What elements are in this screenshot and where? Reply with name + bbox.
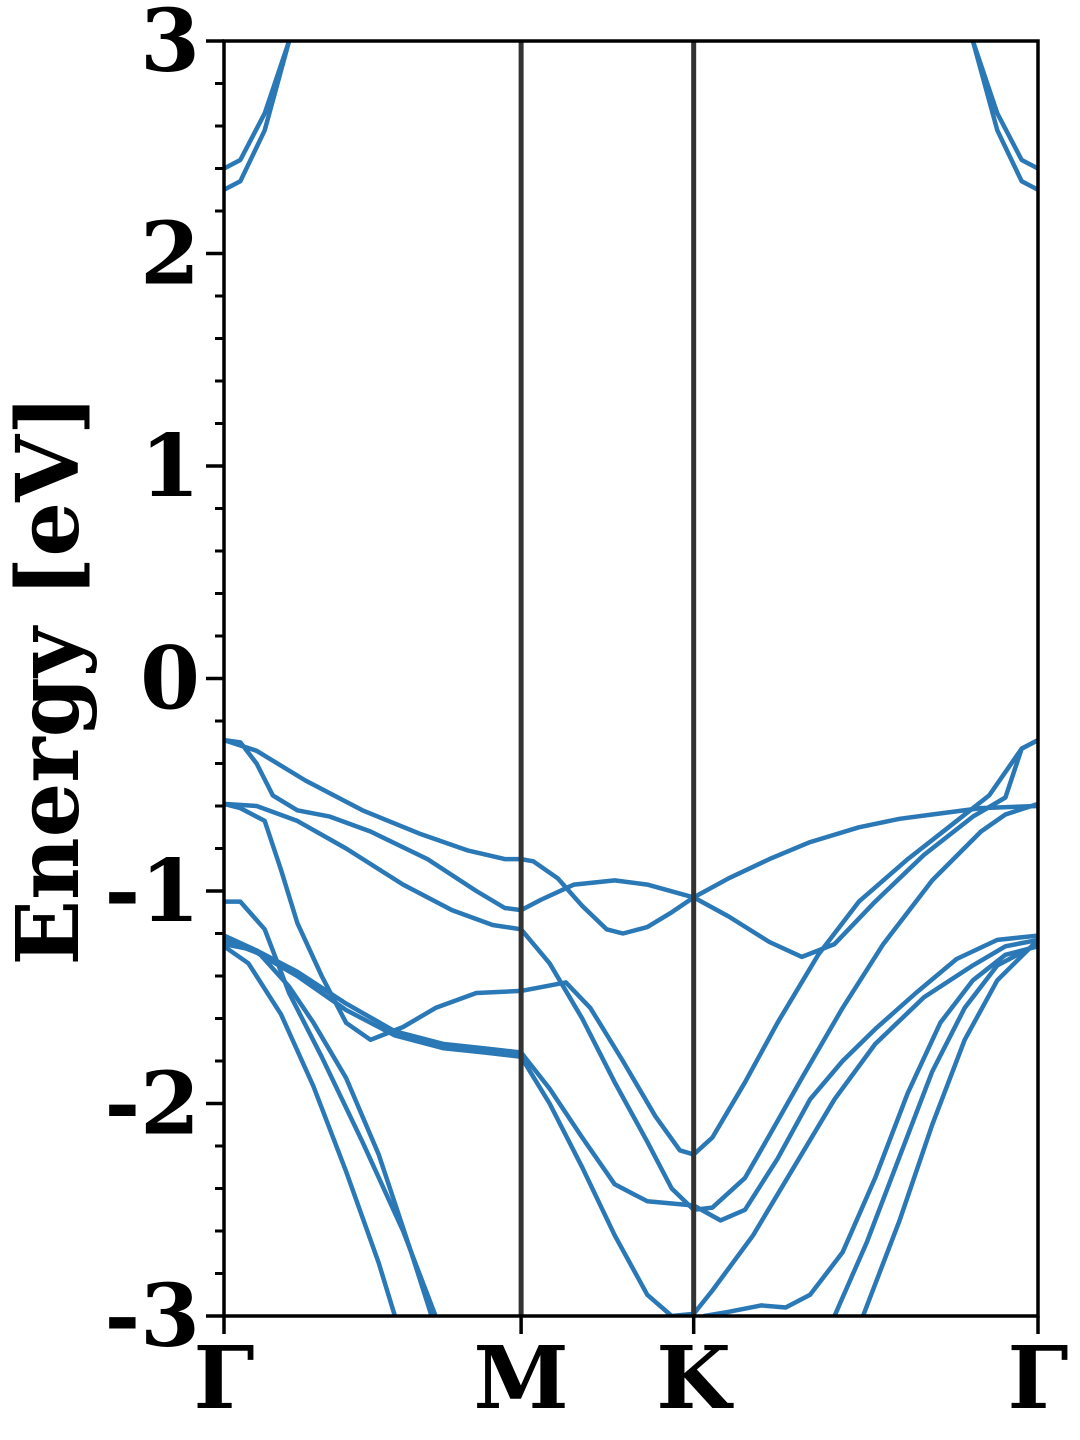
band-line-9 — [224, 899, 438, 1316]
x-tick-label-Γ: Γ — [193, 1328, 254, 1429]
y-tick-label: -2 — [104, 1054, 200, 1155]
band-line-16 — [860, 937, 1038, 1316]
band-line-3 — [970, 41, 1038, 193]
y-axis-title: Energy [eV] — [0, 395, 99, 966]
plot-frame — [222, 39, 1040, 1318]
plot-layer: -3 -2 -1 0 1 2 3 Γ M K Γ — [104, 0, 1068, 1429]
y-tick-label: 2 — [140, 204, 200, 305]
band-line-14 — [702, 944, 1038, 1316]
band-line-11 — [224, 937, 1038, 1316]
band-line-1 — [224, 41, 292, 193]
band-line-12 — [224, 941, 434, 1316]
band-line-10 — [224, 933, 1038, 1223]
y-tick-label: 3 — [140, 0, 200, 92]
x-tick-label-Γ: Γ — [1007, 1328, 1068, 1429]
band-line-5 — [224, 737, 1038, 936]
y-tick-label: -1 — [104, 841, 200, 942]
band-line-2 — [224, 41, 292, 171]
x-tick-label-K: K — [656, 1328, 734, 1429]
y-tick-label: 0 — [140, 629, 200, 730]
y-tick-label: -3 — [104, 1266, 200, 1367]
band-line-7 — [224, 801, 1038, 1213]
band-line-6 — [224, 737, 1038, 960]
y-tick-label: 1 — [140, 416, 200, 517]
band-line-8 — [224, 737, 1038, 1157]
x-tick-label-M: M — [474, 1328, 569, 1429]
bands-group — [224, 41, 1038, 1316]
band-line-15 — [832, 941, 1038, 1316]
band-line-13 — [224, 944, 398, 1316]
band-line-4 — [970, 41, 1038, 171]
